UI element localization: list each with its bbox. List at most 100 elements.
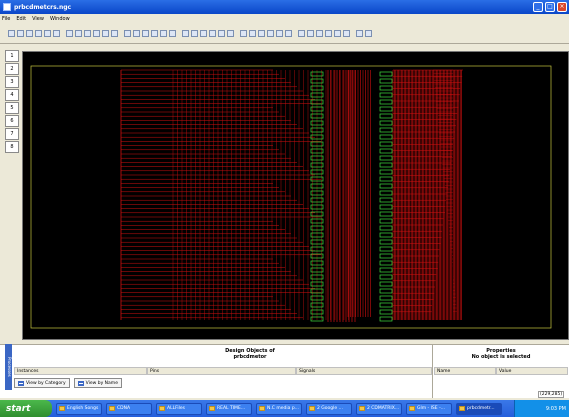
component-symbol[interactable] xyxy=(379,190,393,196)
component-symbol[interactable] xyxy=(310,78,324,84)
component-symbol[interactable] xyxy=(310,162,324,168)
menu-window[interactable]: Window xyxy=(49,15,70,22)
component-symbol[interactable] xyxy=(310,302,324,308)
component-symbol[interactable] xyxy=(379,246,393,252)
task-button[interactable]: English Songs xyxy=(56,402,102,415)
component-symbol[interactable] xyxy=(379,218,393,224)
menu-view[interactable]: View xyxy=(32,15,44,22)
component-symbol[interactable] xyxy=(379,260,393,266)
toolbar-button-icon[interactable] xyxy=(307,30,314,37)
toolbar-button-icon[interactable] xyxy=(182,30,189,37)
toolbar-button-icon[interactable] xyxy=(93,30,100,37)
component-symbol[interactable] xyxy=(379,141,393,147)
component-symbol[interactable] xyxy=(310,71,324,77)
toolbar-button-icon[interactable] xyxy=(66,30,73,37)
row-label[interactable]: 4 xyxy=(5,89,19,101)
toolbar-button-icon[interactable] xyxy=(352,30,354,37)
start-button[interactable]: start xyxy=(0,400,52,417)
toolbar-button-icon[interactable] xyxy=(209,30,216,37)
component-symbol[interactable] xyxy=(379,204,393,210)
minimize-button[interactable]: _ xyxy=(533,2,543,12)
component-symbol[interactable] xyxy=(310,92,324,98)
toolbar-button-icon[interactable] xyxy=(294,30,296,37)
component-symbol[interactable] xyxy=(379,183,393,189)
toolbar-button-icon[interactable] xyxy=(267,30,274,37)
row-label[interactable]: 8 xyxy=(5,141,19,153)
row-label[interactable]: 1 xyxy=(5,50,19,62)
component-symbol[interactable] xyxy=(379,85,393,91)
component-symbol[interactable] xyxy=(379,288,393,294)
maximize-button[interactable]: □ xyxy=(545,2,555,12)
toolbar-button-icon[interactable] xyxy=(249,30,256,37)
toolbar-button-icon[interactable] xyxy=(334,30,341,37)
task-button[interactable]: N.C media p... xyxy=(256,402,302,415)
toolbar-button-icon[interactable] xyxy=(218,30,225,37)
schematic-canvas[interactable] xyxy=(22,51,569,340)
component-symbol[interactable] xyxy=(379,274,393,280)
toolbar-button-icon[interactable] xyxy=(102,30,109,37)
toolbar-button-icon[interactable] xyxy=(111,30,118,37)
task-button[interactable]: REAL TIME... xyxy=(206,402,252,415)
component-symbol[interactable] xyxy=(379,302,393,308)
row-label[interactable]: 7 xyxy=(5,128,19,140)
component-symbol[interactable] xyxy=(310,120,324,126)
component-symbol[interactable] xyxy=(310,204,324,210)
component-symbol[interactable] xyxy=(310,106,324,112)
component-symbol[interactable] xyxy=(379,92,393,98)
component-symbol[interactable] xyxy=(310,295,324,301)
toolbar-button-icon[interactable] xyxy=(120,30,122,37)
toolbar-button-icon[interactable] xyxy=(227,30,234,37)
task-button[interactable]: Glm - ISE -... xyxy=(406,402,452,415)
toolbar-button-icon[interactable] xyxy=(151,30,158,37)
component-symbol[interactable] xyxy=(379,71,393,77)
toolbar-button-icon[interactable] xyxy=(17,30,24,37)
component-symbol[interactable] xyxy=(310,99,324,105)
toolbar-button-icon[interactable] xyxy=(236,30,238,37)
component-symbol[interactable] xyxy=(310,288,324,294)
component-symbol[interactable] xyxy=(310,155,324,161)
component-symbol[interactable] xyxy=(310,218,324,224)
component-symbol[interactable] xyxy=(379,211,393,217)
row-label[interactable]: 2 xyxy=(5,63,19,75)
toolbar-button-icon[interactable] xyxy=(178,30,180,37)
component-symbol[interactable] xyxy=(310,253,324,259)
task-button[interactable]: 2 Google ... xyxy=(306,402,352,415)
row-label[interactable]: 3 xyxy=(5,76,19,88)
toolbar-button-icon[interactable] xyxy=(8,30,15,37)
toolbar-button-icon[interactable] xyxy=(258,30,265,37)
component-symbol[interactable] xyxy=(379,169,393,175)
component-symbol[interactable] xyxy=(310,134,324,140)
component-symbol[interactable] xyxy=(379,134,393,140)
task-button-active[interactable]: prbcdmetr... xyxy=(456,402,502,415)
task-button[interactable]: 2 CDMATRIX... xyxy=(356,402,402,415)
value-header[interactable]: Value xyxy=(496,367,568,375)
menu-edit[interactable]: Edit xyxy=(16,15,27,22)
component-symbol[interactable] xyxy=(310,183,324,189)
component-symbol[interactable] xyxy=(310,85,324,91)
component-symbol[interactable] xyxy=(379,267,393,273)
component-symbol[interactable] xyxy=(310,190,324,196)
component-symbol[interactable] xyxy=(379,225,393,231)
toolbar-button-icon[interactable] xyxy=(276,30,283,37)
component-symbol[interactable] xyxy=(379,232,393,238)
component-symbol[interactable] xyxy=(310,239,324,245)
toolbar-button-icon[interactable] xyxy=(343,30,350,37)
view-by-name-tab[interactable]: View by Name xyxy=(73,378,122,388)
toolbar-button-icon[interactable] xyxy=(160,30,167,37)
component-symbol[interactable] xyxy=(379,78,393,84)
toolbar-button-icon[interactable] xyxy=(169,30,176,37)
component-symbol[interactable] xyxy=(310,225,324,231)
signals-header[interactable]: Signals xyxy=(296,367,432,375)
component-symbol[interactable] xyxy=(310,148,324,154)
component-symbol[interactable] xyxy=(379,309,393,315)
row-label[interactable]: 5 xyxy=(5,102,19,114)
component-symbol[interactable] xyxy=(379,162,393,168)
menu-file[interactable]: File xyxy=(2,15,11,22)
toolbar-button-icon[interactable] xyxy=(325,30,332,37)
toolbar-button-icon[interactable] xyxy=(298,30,305,37)
component-symbol[interactable] xyxy=(310,127,324,133)
task-button[interactable]: CDNA xyxy=(106,402,152,415)
toolbar-button-icon[interactable] xyxy=(356,30,363,37)
toolbar-button-icon[interactable] xyxy=(285,30,292,37)
component-symbol[interactable] xyxy=(379,155,393,161)
